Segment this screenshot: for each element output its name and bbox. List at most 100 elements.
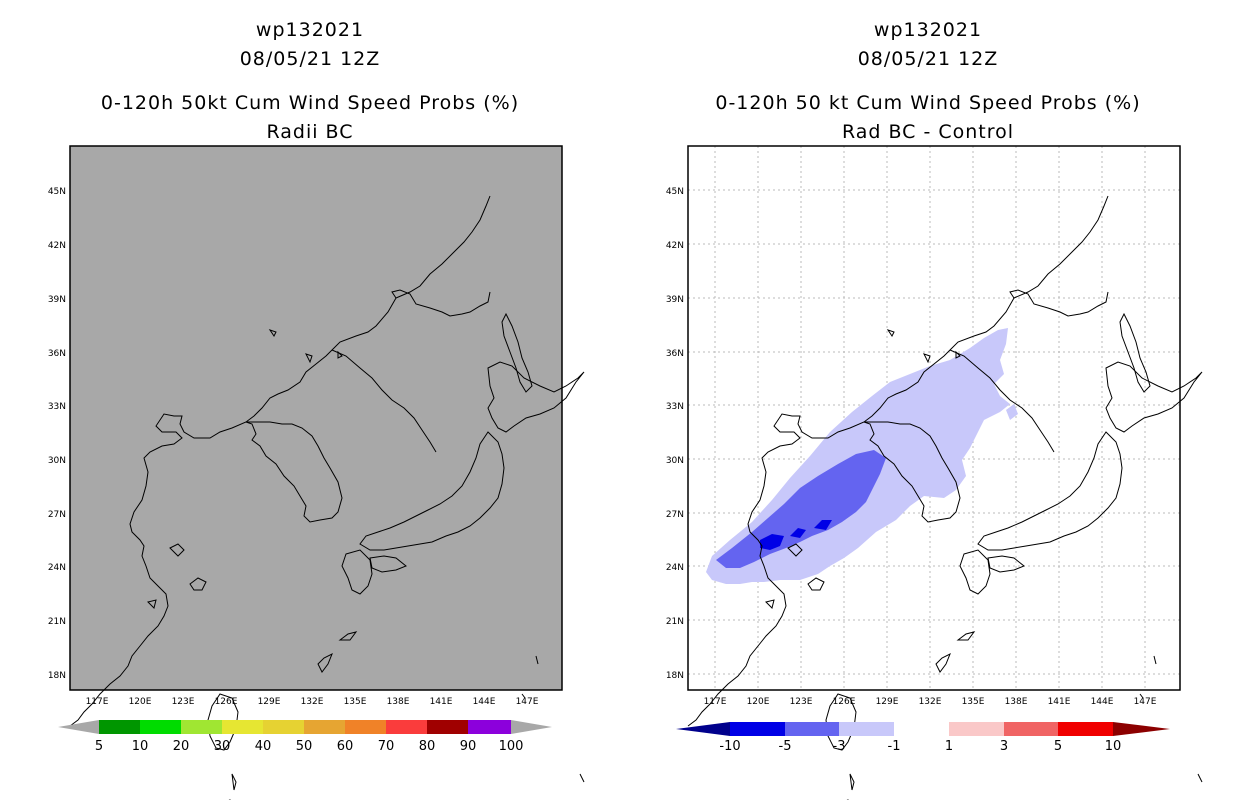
right-lon-label-138e: 138E [1005, 697, 1028, 707]
right-subtitle: 0-120h 50 kt Cum Wind Speed Probs (%) Ra… [638, 89, 1218, 147]
right-lon-label-132e: 132E [919, 697, 942, 707]
right-lon-label-129e: 129E [876, 697, 899, 707]
right-lon-label-117e: 117E [704, 697, 727, 707]
shade-dark-blue-1 [760, 534, 784, 550]
right-lon-label-141e: 141E [1048, 697, 1071, 707]
shade-dark-blue-2 [790, 528, 806, 538]
left-lat-label-33n: 33N [48, 402, 66, 412]
left-lat-label-18n: 18N [48, 671, 66, 681]
left-colorbar-label-20: 20 [173, 739, 190, 754]
shade-light-patch [1006, 404, 1018, 420]
right-colorbar-label-minus-3: -3 [833, 739, 846, 754]
right-lon-label-135e: 135E [962, 697, 985, 707]
left-title-line-1: wp132021 [255, 19, 365, 41]
right-colorbar-low-arrow [676, 722, 730, 736]
left-lon-label-138e: 138E [387, 697, 410, 707]
right-title: wp132021 08/05/21 12Z [678, 16, 1178, 74]
left-lon-label-123e: 123E [172, 697, 195, 707]
shade-dark-blue-3 [814, 520, 832, 530]
right-lon-label-147e: 147E [1134, 697, 1157, 707]
left-colorbar-label-60: 60 [337, 739, 354, 754]
left-lat-label-42n: 42N [48, 241, 66, 251]
right-lon-label-120e: 120E [747, 697, 770, 707]
left-subtitle-line-2: Radii BC [266, 121, 354, 143]
left-colorbar-label-80: 80 [419, 739, 436, 754]
left-lon-label-144e: 144E [473, 697, 496, 707]
left-colorbar-label-50: 50 [296, 739, 313, 754]
right-lat-label-45n: 45N [666, 187, 684, 197]
left-lat-label-45n: 45N [48, 187, 66, 197]
right-lat-label-27n: 27N [666, 510, 684, 520]
right-subtitle-line-2: Rad BC - Control [841, 121, 1015, 143]
left-colorbar: 5 10 20 30 40 50 60 70 80 90 100 [58, 720, 552, 754]
right-lon-label-144e: 144E [1091, 697, 1114, 707]
right-colorbar: -10 -5 -3 -1 1 3 5 10 [676, 722, 1170, 754]
left-map: 45N 42N 39N 36N 33N 30N 27N 24N 21N 18N … [48, 145, 593, 800]
right-colorbar-swatch-5 [949, 722, 1004, 736]
left-colorbar-swatch-5 [263, 720, 304, 734]
right-title-line-2: 08/05/21 12Z [857, 48, 999, 70]
left-colorbar-label-40: 40 [255, 739, 272, 754]
right-lon-label-126e: 126E [833, 697, 856, 707]
left-map-background [69, 145, 563, 691]
right-lat-label-30n: 30N [666, 456, 684, 466]
right-lat-labels: 45N 42N 39N 36N 33N 30N 27N 24N 21N 18N [666, 187, 684, 681]
left-colorbar-label-70: 70 [378, 739, 395, 754]
left-colorbar-label-10: 10 [132, 739, 149, 754]
left-lat-label-27n: 27N [48, 510, 66, 520]
left-lon-labels: 117E 120E 123E 126E 129E 132E 135E 138E … [86, 697, 539, 707]
left-title-line-2: 08/05/21 12Z [239, 48, 381, 70]
right-lat-label-36n: 36N [666, 349, 684, 359]
right-colorbar-label-10: 10 [1105, 739, 1122, 754]
left-colorbar-swatch-2 [140, 720, 181, 734]
left-colorbar-label-5: 5 [95, 739, 103, 754]
right-lat-label-39n: 39N [666, 295, 684, 305]
left-lon-label-147e: 147E [516, 697, 539, 707]
right-lat-label-21n: 21N [666, 617, 684, 627]
left-colorbar-swatch-8 [386, 720, 427, 734]
left-subtitle-line-1: 0-120h 50kt Cum Wind Speed Probs (%) [100, 92, 520, 114]
shade-mid-blue [716, 450, 886, 568]
right-lat-label-33n: 33N [666, 402, 684, 412]
right-lon-label-123e: 123E [790, 697, 813, 707]
right-title-line-1: wp132021 [873, 19, 983, 41]
left-title: wp132021 08/05/21 12Z [60, 16, 560, 74]
left-lon-label-117e: 117E [86, 697, 109, 707]
right-difference-shading [706, 328, 1018, 584]
left-colorbar-low-arrow [58, 720, 99, 734]
left-colorbar-swatch-10 [468, 720, 511, 734]
right-colorbar-label-5: 5 [1054, 739, 1062, 754]
left-lon-label-141e: 141E [430, 697, 453, 707]
left-lon-label-129e: 129E [258, 697, 281, 707]
left-lat-labels: 45N 42N 39N 36N 33N 30N 27N 24N 21N 18N [48, 187, 66, 681]
left-lat-label-36n: 36N [48, 349, 66, 359]
right-colorbar-swatch-6 [1004, 722, 1058, 736]
left-colorbar-swatch-3 [181, 720, 222, 734]
left-lon-label-126e: 126E [215, 697, 238, 707]
left-lon-label-120e: 120E [129, 697, 152, 707]
left-colorbar-label-30: 30 [214, 739, 231, 754]
left-lon-label-135e: 135E [344, 697, 367, 707]
left-colorbar-label-90: 90 [460, 739, 477, 754]
left-lat-label-30n: 30N [48, 456, 66, 466]
right-map-grid [688, 146, 1180, 690]
right-colorbar-label-minus-10: -10 [719, 739, 740, 754]
right-colorbar-swatch-4 [894, 722, 949, 736]
left-colorbar-high-arrow [511, 720, 552, 734]
left-colorbar-swatch-7 [345, 720, 386, 734]
left-lat-label-21n: 21N [48, 617, 66, 627]
right-colorbar-swatch-1 [730, 722, 785, 736]
left-colorbar-swatch-9 [427, 720, 468, 734]
right-colorbar-label-minus-1: -1 [888, 739, 901, 754]
left-colorbar-swatch-6 [304, 720, 345, 734]
left-colorbar-label-100: 100 [499, 739, 524, 754]
left-colorbar-swatch-1 [99, 720, 140, 734]
right-colorbar-swatch-2 [785, 722, 839, 736]
right-lat-label-18n: 18N [666, 671, 684, 681]
right-colorbar-swatch-3 [839, 722, 894, 736]
right-subtitle-line-1: 0-120h 50 kt Cum Wind Speed Probs (%) [715, 92, 1141, 114]
right-map-frame [687, 145, 1181, 691]
right-colorbar-label-minus-5: -5 [779, 739, 792, 754]
left-subtitle: 0-120h 50kt Cum Wind Speed Probs (%) Rad… [40, 89, 580, 147]
